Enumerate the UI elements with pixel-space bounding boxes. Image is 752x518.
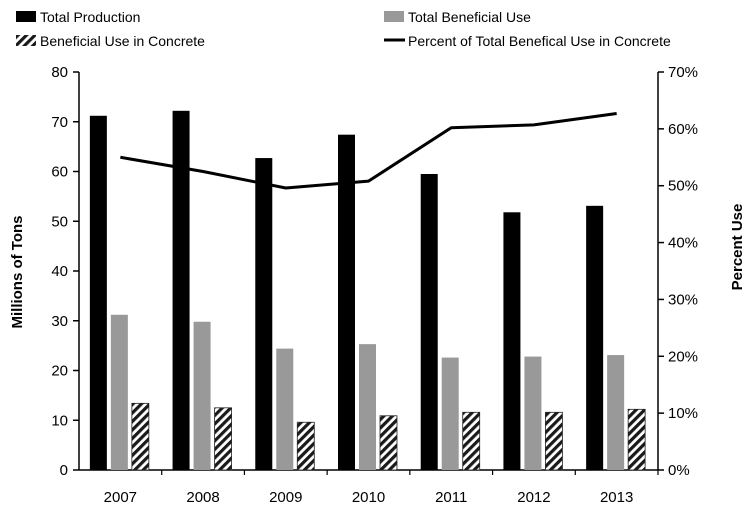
y-tick-label: 30 <box>51 313 68 330</box>
legend-label-beneficial-use-in-concrete: Beneficial Use in Concrete <box>40 33 205 49</box>
plot-area: 0 10 20 30 40 50 60 70 80 0% 10% 20% 30% 40% 50% 60% 70%… <box>51 64 698 506</box>
x-tick-label: 2011 <box>435 489 467 506</box>
bar-beneficial-use-in-concrete <box>379 415 398 471</box>
line-percent-concrete <box>120 112 617 190</box>
y2-tick-label: 20% <box>668 348 698 365</box>
y2-tick-label: 60% <box>668 121 698 138</box>
bar-total-production <box>172 110 190 471</box>
bar-total-beneficial-use <box>359 344 376 470</box>
bar-total-beneficial-use <box>193 321 211 470</box>
x-tick-label: 2013 <box>600 489 633 506</box>
y2-tick-label: 0% <box>668 462 690 479</box>
y-tick-label: 70 <box>51 114 68 131</box>
y2-tick-label: 10% <box>668 405 698 422</box>
bar-beneficial-use-in-concrete <box>214 407 232 471</box>
bar-total-production <box>503 212 521 471</box>
y2-tick-label: 40% <box>668 235 698 252</box>
bar-total-production <box>586 205 604 470</box>
bar-total-beneficial-use <box>524 356 542 470</box>
legend-label-total-beneficial-use: Total Beneficial Use <box>408 9 531 25</box>
x-tick-label: 2012 <box>517 489 550 506</box>
legend: Total Production Total Beneficial Use Be… <box>16 9 671 49</box>
y-tick-label: 50 <box>51 213 68 230</box>
x-tick-label: 2008 <box>186 489 219 506</box>
y-tick-label: 60 <box>51 164 68 181</box>
y-tick-label: 10 <box>51 412 68 429</box>
x-tick-label: 2010 <box>352 489 385 506</box>
bar-total-beneficial-use <box>110 314 128 470</box>
y2-tick-label: 30% <box>668 291 698 308</box>
legend-label-total-production: Total Production <box>40 9 140 25</box>
y2-tick-label: 50% <box>668 178 698 195</box>
y-tick-label: 80 <box>51 64 68 81</box>
x-tick-label: 2009 <box>269 489 302 506</box>
bar-total-beneficial-use <box>276 348 294 470</box>
y-tick-label: 0 <box>60 462 68 479</box>
legend-swatch-total-beneficial-use <box>384 11 404 22</box>
y2-tick-label: 70% <box>668 64 698 81</box>
legend-swatch-total-production <box>16 11 36 22</box>
legend-label-percent-line: Percent of Total Benefical Use in Concre… <box>408 33 671 49</box>
bar-total-production <box>89 115 107 470</box>
y-axis-title: Millions of Tons <box>9 215 26 328</box>
bar-total-production <box>420 173 438 471</box>
bar-total-beneficial-use <box>607 355 625 470</box>
y-tick-label: 40 <box>51 263 68 280</box>
bar-beneficial-use-in-concrete <box>296 421 315 471</box>
y-tick-label: 20 <box>51 363 68 380</box>
legend-swatch-beneficial-use-in-concrete <box>16 35 36 46</box>
bar-beneficial-use-in-concrete <box>627 408 646 471</box>
bar-beneficial-use-in-concrete <box>545 411 563 471</box>
y2-axis-title: Percent Use <box>729 204 746 291</box>
bar-total-production <box>255 158 273 470</box>
bar-total-beneficial-use <box>441 357 459 470</box>
bar-beneficial-use-in-concrete <box>131 402 150 471</box>
x-tick-label: 2007 <box>104 489 137 506</box>
bar-beneficial-use-in-concrete <box>462 411 481 471</box>
bar-total-production <box>338 134 355 470</box>
